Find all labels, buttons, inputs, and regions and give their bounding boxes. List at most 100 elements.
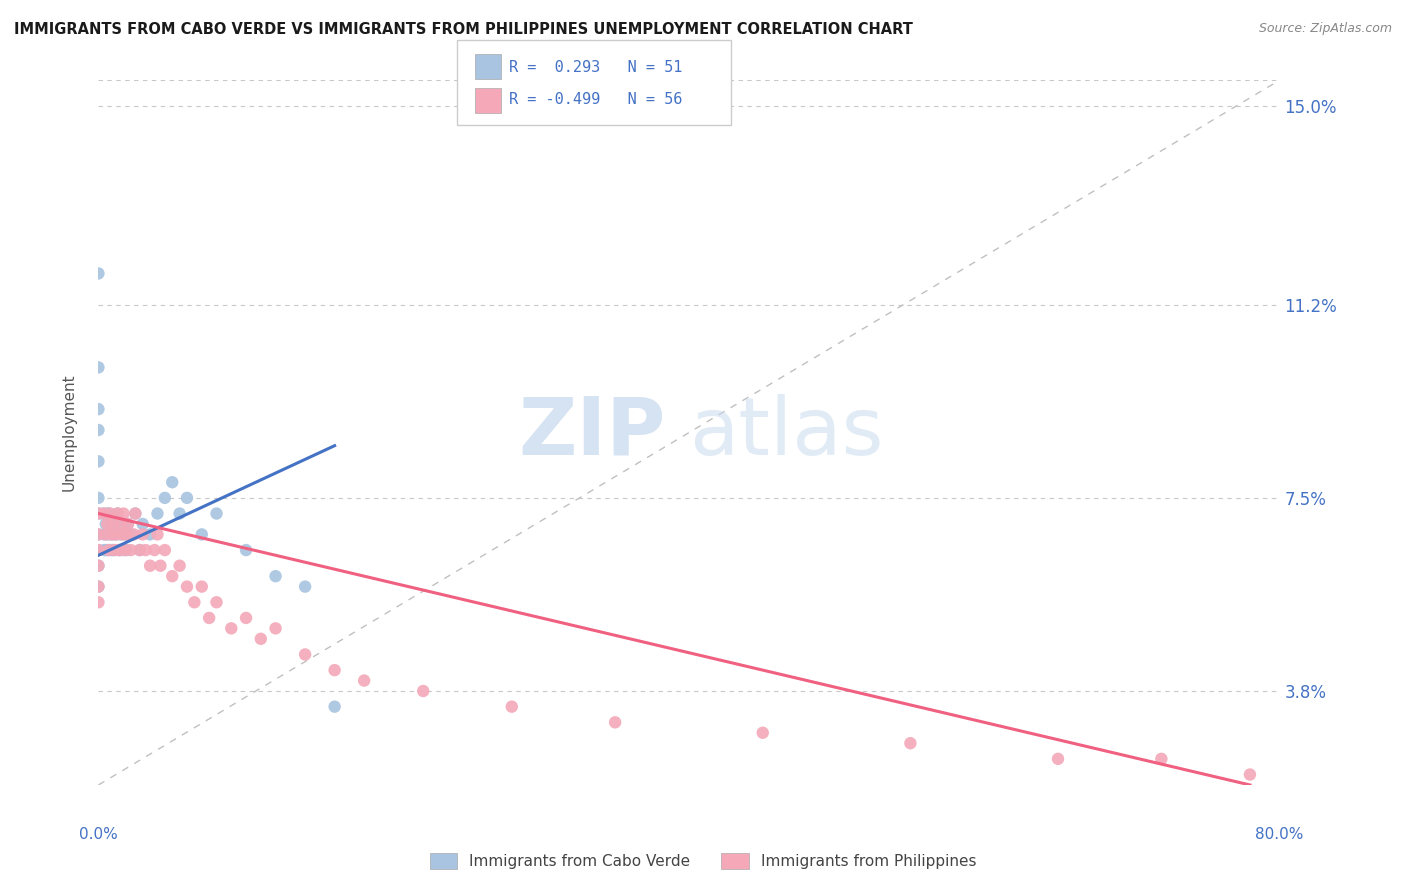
Point <box>752 725 775 739</box>
Point <box>111 527 134 541</box>
Point <box>205 595 228 609</box>
Point <box>104 543 127 558</box>
Point <box>87 527 110 541</box>
Point <box>114 543 136 558</box>
Point <box>87 423 110 437</box>
Point <box>107 507 129 521</box>
Point <box>183 595 205 609</box>
Legend: Immigrants from Cabo Verde, Immigrants from Philippines: Immigrants from Cabo Verde, Immigrants f… <box>423 847 983 875</box>
Point <box>87 491 110 505</box>
Point <box>100 527 122 541</box>
Point <box>128 543 150 558</box>
Point <box>117 516 139 531</box>
Point <box>110 527 132 541</box>
Point <box>98 507 121 521</box>
Text: R =  0.293   N = 51: R = 0.293 N = 51 <box>509 60 682 75</box>
Point <box>105 527 128 541</box>
Point <box>900 736 922 750</box>
Point <box>198 611 221 625</box>
Point <box>135 543 157 558</box>
Point <box>235 611 257 625</box>
Point <box>412 684 434 698</box>
Point <box>112 507 135 521</box>
Point <box>87 267 110 281</box>
Text: ZIP: ZIP <box>517 393 665 472</box>
Point <box>108 543 131 558</box>
Point <box>115 527 138 541</box>
Point <box>294 648 316 662</box>
Point <box>87 543 110 558</box>
Point <box>115 543 138 558</box>
Point <box>149 558 172 573</box>
Point <box>294 580 316 594</box>
Point <box>87 580 110 594</box>
Point <box>87 507 110 521</box>
Point <box>146 527 169 541</box>
Point <box>353 673 375 688</box>
Point <box>1150 752 1173 766</box>
Point <box>104 516 127 531</box>
Point <box>87 454 110 468</box>
Point <box>94 543 117 558</box>
Point <box>110 516 132 531</box>
Point <box>124 507 146 521</box>
Point <box>139 527 162 541</box>
Point <box>100 516 122 531</box>
Point <box>323 663 346 677</box>
Point <box>1239 767 1261 781</box>
Point <box>120 543 142 558</box>
Point <box>264 569 287 583</box>
Point <box>97 543 120 558</box>
Point <box>87 558 110 573</box>
Point <box>100 543 122 558</box>
Point <box>191 527 214 541</box>
Point <box>96 516 118 531</box>
Point <box>162 569 184 583</box>
Point <box>162 475 184 490</box>
Point <box>122 527 145 541</box>
Point <box>96 527 118 541</box>
Point <box>93 507 115 521</box>
Point <box>103 516 125 531</box>
Point <box>221 621 243 635</box>
Point <box>103 543 125 558</box>
Text: 0.0%: 0.0% <box>79 827 118 841</box>
Point <box>250 632 273 646</box>
Point <box>87 543 110 558</box>
Text: 80.0%: 80.0% <box>1256 827 1303 841</box>
Point <box>501 699 523 714</box>
Text: atlas: atlas <box>689 393 883 472</box>
Point <box>124 507 146 521</box>
Point <box>132 516 155 531</box>
Point <box>94 516 117 531</box>
Point <box>146 507 169 521</box>
Text: Unemployment: Unemployment <box>62 374 76 491</box>
Point <box>169 558 191 573</box>
Point <box>112 516 135 531</box>
Point <box>132 527 155 541</box>
Point <box>111 543 134 558</box>
Point <box>128 543 150 558</box>
Point <box>191 580 214 594</box>
Point <box>97 507 120 521</box>
Point <box>87 595 110 609</box>
Point <box>98 527 121 541</box>
Point <box>87 507 110 521</box>
Point <box>153 491 176 505</box>
Point <box>96 507 118 521</box>
Point <box>120 527 142 541</box>
Point <box>153 543 176 558</box>
Point <box>176 491 198 505</box>
Point <box>105 527 128 541</box>
Text: IMMIGRANTS FROM CABO VERDE VS IMMIGRANTS FROM PHILIPPINES UNEMPLOYMENT CORRELATI: IMMIGRANTS FROM CABO VERDE VS IMMIGRANTS… <box>14 22 912 37</box>
Point <box>176 580 198 594</box>
Text: R = -0.499   N = 56: R = -0.499 N = 56 <box>509 92 682 107</box>
Point <box>93 543 115 558</box>
Point <box>107 507 129 521</box>
Point <box>1046 752 1070 766</box>
Point <box>87 527 110 541</box>
Point <box>91 507 114 521</box>
Point <box>205 507 228 521</box>
Point <box>114 527 136 541</box>
Point <box>117 516 139 531</box>
